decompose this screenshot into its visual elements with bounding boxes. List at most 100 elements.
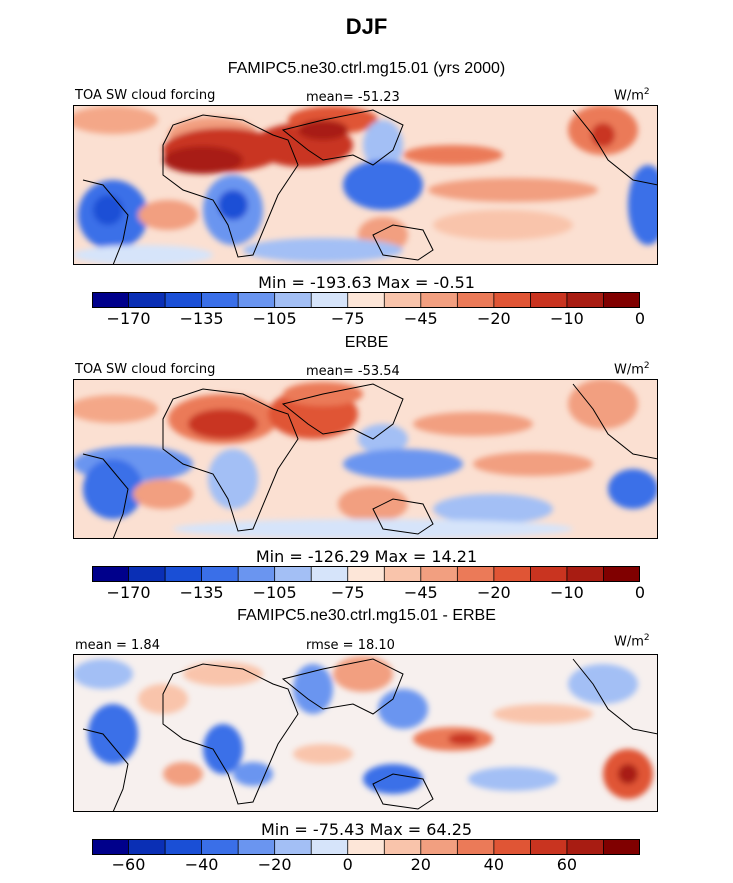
colorbar-swatch <box>566 566 604 582</box>
colorbar-swatch <box>128 839 166 855</box>
panel-3-map <box>73 654 658 812</box>
panel-2-blob <box>188 409 258 439</box>
panel-1-blob <box>163 146 243 174</box>
panel-3-units-text: W/m <box>614 634 644 650</box>
panel-2-blob <box>568 379 638 429</box>
colorbar-swatch <box>420 566 458 582</box>
panel-1-blob <box>138 200 198 230</box>
panel-1-blob <box>433 210 573 240</box>
panel-1-map <box>73 105 658 265</box>
panel-2-colorbar-ticks: −170 −135 −105 −75 −45 −20 −10 0 <box>92 583 646 603</box>
colorbar-tick-label: 40 <box>483 855 505 874</box>
panel-2-blob <box>73 395 158 423</box>
colorbar-tick-label: −20 <box>476 583 511 602</box>
panel-1-blob <box>73 106 158 134</box>
panel-3-blob <box>363 764 423 794</box>
panel-1-blob <box>403 145 503 165</box>
panel-3-blob <box>448 733 478 745</box>
colorbar-tick-label: 60 <box>556 855 578 874</box>
panel-1-blob <box>343 160 423 210</box>
colorbar-swatch <box>457 292 495 308</box>
colorbar-swatch <box>201 566 239 582</box>
colorbar-tick-label: −135 <box>179 309 224 328</box>
colorbar-swatch <box>457 839 495 855</box>
colorbar-swatch <box>201 292 239 308</box>
colorbar-swatch <box>384 839 422 855</box>
panel-2-units-label: W/m2 <box>614 361 650 377</box>
colorbar-swatch <box>384 566 422 582</box>
colorbar-swatch <box>566 292 604 308</box>
colorbar-swatch <box>92 839 129 855</box>
colorbar-swatch <box>493 566 531 582</box>
colorbar-swatch <box>603 566 640 582</box>
panel-2-colorbar <box>92 566 640 582</box>
colorbar-swatch <box>347 566 385 582</box>
colorbar-tick-label: −105 <box>252 309 297 328</box>
panel-3-colorbar <box>92 839 640 855</box>
colorbar-tick-label: 20 <box>410 855 431 874</box>
panel-3-units-sup: 2 <box>643 633 650 643</box>
colorbar-swatch <box>274 839 312 855</box>
colorbar-swatch <box>238 839 275 855</box>
panel-1-minmax: Min = -193.63 Max = -0.51 <box>258 273 475 292</box>
colorbar-swatch <box>311 292 349 308</box>
colorbar-swatch <box>274 292 312 308</box>
colorbar-tick-label: −75 <box>330 583 365 602</box>
panel-3-blob <box>183 662 263 686</box>
colorbar-swatch <box>347 292 385 308</box>
panel-2-units-sup: 2 <box>643 361 650 371</box>
colorbar-tick-label: 0 <box>342 855 353 874</box>
colorbar-tick-label: −105 <box>252 583 297 602</box>
panel-2-blob <box>358 424 408 454</box>
colorbar-tick-label: −20 <box>476 309 511 328</box>
colorbar-swatch <box>165 566 202 582</box>
panel-2-blob <box>413 412 533 436</box>
figure-title: DJF <box>345 14 388 39</box>
panel-1-colorbar <box>92 292 640 308</box>
colorbar-tick-label: 0 <box>634 309 646 328</box>
colorbar-swatch <box>92 566 129 582</box>
colorbar-swatch <box>128 292 166 308</box>
colorbar-swatch <box>311 566 349 582</box>
panel-2-units-text: W/m <box>614 362 644 378</box>
panel-1-blob <box>591 123 615 147</box>
panel-2-blob <box>208 449 258 509</box>
colorbar-tick-label: 0 <box>634 583 646 602</box>
panel-1-blob <box>363 120 403 170</box>
panel-1-units-sup: 2 <box>643 87 650 97</box>
panel-1-blob <box>93 195 123 225</box>
colorbar-swatch <box>530 566 568 582</box>
panel-2-map <box>73 379 658 539</box>
panel-1-blob <box>243 238 403 262</box>
panel-3-blob <box>73 659 133 689</box>
panel-2-variable-label: TOA SW cloud forcing <box>75 362 216 377</box>
panel-1-units-label: W/m2 <box>614 87 650 103</box>
panel-1-variable-label: TOA SW cloud forcing <box>75 88 216 103</box>
colorbar-swatch <box>311 839 349 855</box>
panel-1-heading: FAMIPC5.ne30.ctrl.mg15.01 (yrs 2000) <box>227 60 506 77</box>
panel-2-blob <box>338 486 408 522</box>
panel-2-blob <box>343 449 463 479</box>
panel-1-colorbar-ticks: −170 −135 −105 −75 −45 −20 −10 0 <box>92 309 646 329</box>
colorbar-tick-label: −75 <box>330 309 365 328</box>
panel-3-heading: FAMIPC5.ne30.ctrl.mg15.01 - ERBE <box>237 607 496 624</box>
colorbar-tick-label: −170 <box>106 583 151 602</box>
colorbar-swatch <box>165 292 202 308</box>
colorbar-frame <box>92 839 640 855</box>
colorbar-tick-label: −60 <box>111 855 146 874</box>
colorbar-swatch <box>128 566 166 582</box>
colorbar-swatch <box>566 839 604 855</box>
panel-3-blob <box>468 767 558 791</box>
colorbar-swatch <box>384 292 422 308</box>
colorbar-frame <box>92 566 640 582</box>
panel-3-blob <box>293 744 353 764</box>
colorbar-tick-label: −20 <box>257 855 292 874</box>
colorbar-swatch <box>457 566 495 582</box>
panel-3-blob <box>568 664 638 704</box>
panel-3-minmax: Min = -75.43 Max = 64.25 <box>260 820 473 839</box>
panel-2-coastlines <box>82 383 658 539</box>
panel-1-blob <box>628 165 658 245</box>
colorbar-swatch <box>493 839 531 855</box>
panel-2-blob <box>433 494 553 524</box>
colorbar-swatch <box>238 292 275 308</box>
